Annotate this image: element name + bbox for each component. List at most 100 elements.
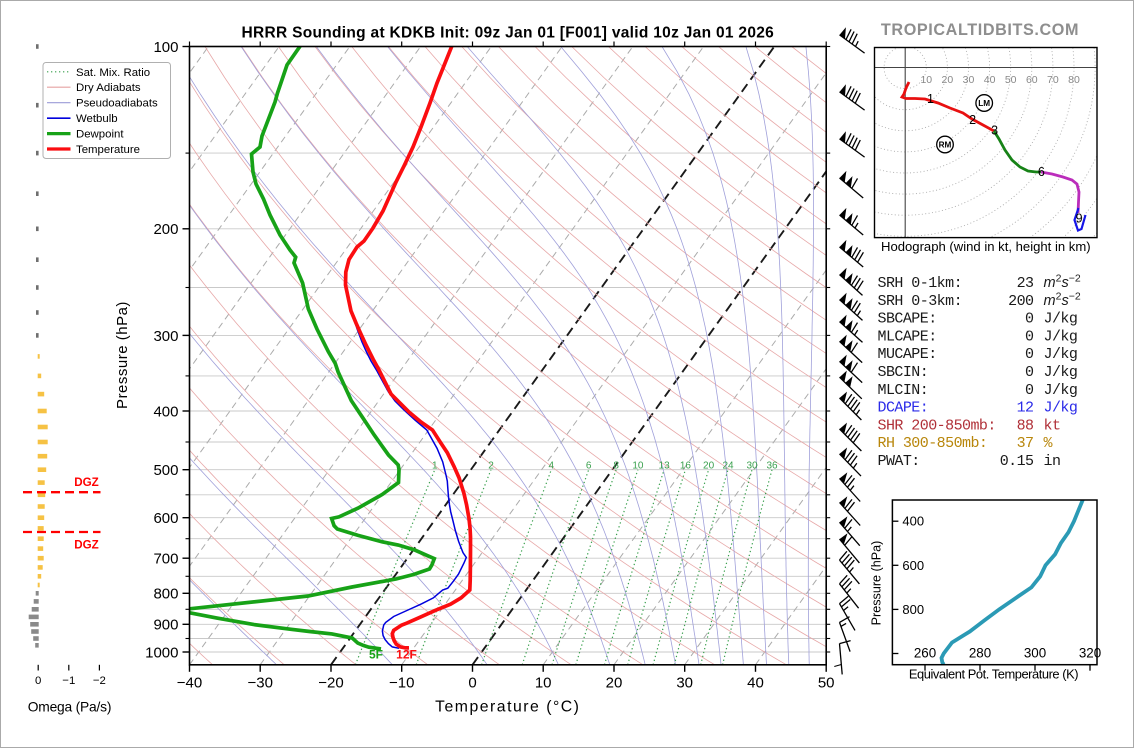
svg-text:30: 30 bbox=[963, 74, 975, 86]
svg-text:−30: −30 bbox=[247, 675, 272, 692]
svg-text:12: 12 bbox=[1017, 400, 1034, 417]
svg-text:−20: −20 bbox=[318, 675, 343, 692]
svg-text:Hodograph (wind in kt, height: Hodograph (wind in kt, height in km) bbox=[881, 239, 1091, 254]
svg-text:40: 40 bbox=[984, 74, 996, 86]
svg-text:60: 60 bbox=[1026, 74, 1038, 86]
svg-text:Pressure (hPa): Pressure (hPa) bbox=[870, 541, 884, 626]
svg-text:RH 300-850mb:: RH 300-850mb: bbox=[878, 435, 988, 452]
svg-text:0: 0 bbox=[1025, 364, 1034, 381]
svg-text:30: 30 bbox=[676, 675, 693, 692]
svg-text:280: 280 bbox=[969, 646, 991, 661]
svg-text:MLCIN:: MLCIN: bbox=[878, 382, 929, 399]
svg-text:%: % bbox=[1044, 435, 1054, 452]
svg-text:8: 8 bbox=[613, 461, 619, 472]
svg-text:5F: 5F bbox=[369, 648, 383, 662]
svg-text:J/kg: J/kg bbox=[1044, 400, 1078, 417]
svg-text:SRH 0-3km:: SRH 0-3km: bbox=[878, 293, 963, 310]
svg-text:DGZ: DGZ bbox=[74, 476, 98, 489]
svg-text:m2s−2: m2s−2 bbox=[1044, 290, 1081, 309]
svg-text:0: 0 bbox=[1025, 311, 1034, 328]
svg-text:0: 0 bbox=[1025, 382, 1034, 399]
svg-text:6: 6 bbox=[1038, 165, 1045, 179]
svg-text:Temperature: Temperature bbox=[76, 144, 140, 156]
svg-text:PWAT:: PWAT: bbox=[878, 453, 920, 470]
svg-text:MUCAPE:: MUCAPE: bbox=[878, 346, 937, 363]
svg-text:Equivalent Pot. Temperature (K: Equivalent Pot. Temperature (K) bbox=[909, 667, 1078, 682]
svg-text:50: 50 bbox=[1005, 74, 1017, 86]
svg-text:SBCAPE:: SBCAPE: bbox=[878, 311, 937, 328]
svg-text:36: 36 bbox=[766, 461, 778, 472]
svg-text:0.15: 0.15 bbox=[1000, 453, 1034, 470]
svg-text:Dewpoint: Dewpoint bbox=[76, 129, 124, 141]
svg-text:J/kg: J/kg bbox=[1044, 311, 1078, 328]
svg-text:300: 300 bbox=[1024, 646, 1046, 661]
svg-text:10: 10 bbox=[535, 675, 552, 692]
svg-text:Pseudoadiabats: Pseudoadiabats bbox=[76, 98, 158, 110]
svg-text:−10: −10 bbox=[389, 675, 414, 692]
svg-text:SHR 200-850mb:: SHR 200-850mb: bbox=[878, 417, 996, 434]
svg-text:88: 88 bbox=[1017, 417, 1034, 434]
svg-text:800: 800 bbox=[902, 602, 924, 617]
svg-text:3: 3 bbox=[991, 124, 998, 138]
svg-text:20: 20 bbox=[606, 675, 623, 692]
svg-text:SBCIN:: SBCIN: bbox=[878, 364, 929, 381]
svg-text:J/kg: J/kg bbox=[1044, 364, 1078, 381]
svg-text:10: 10 bbox=[920, 74, 932, 86]
svg-text:600: 600 bbox=[153, 510, 178, 527]
svg-text:500: 500 bbox=[153, 462, 178, 479]
svg-text:1: 1 bbox=[927, 92, 934, 106]
svg-text:RM: RM bbox=[939, 141, 952, 150]
svg-text:−40: −40 bbox=[177, 675, 202, 692]
svg-text:23: 23 bbox=[1017, 275, 1034, 292]
svg-text:Temperature (°C): Temperature (°C) bbox=[435, 699, 580, 716]
svg-text:0: 0 bbox=[468, 675, 476, 692]
svg-text:20: 20 bbox=[703, 461, 715, 472]
svg-text:−2: −2 bbox=[93, 675, 106, 687]
svg-text:80: 80 bbox=[1068, 74, 1080, 86]
svg-text:40: 40 bbox=[747, 675, 764, 692]
svg-text:13: 13 bbox=[659, 461, 671, 472]
svg-text:LM: LM bbox=[978, 99, 990, 108]
svg-text:4: 4 bbox=[549, 461, 555, 472]
svg-text:in: in bbox=[1044, 453, 1061, 470]
svg-text:800: 800 bbox=[153, 586, 178, 603]
svg-text:300: 300 bbox=[153, 328, 178, 345]
svg-text:Wetbulb: Wetbulb bbox=[76, 113, 118, 125]
svg-text:1: 1 bbox=[432, 461, 438, 472]
svg-text:200: 200 bbox=[1008, 293, 1034, 310]
svg-text:2: 2 bbox=[969, 113, 976, 127]
svg-text:J/kg: J/kg bbox=[1044, 328, 1078, 345]
svg-text:Dry Adiabats: Dry Adiabats bbox=[76, 82, 141, 94]
svg-text:400: 400 bbox=[153, 403, 178, 420]
svg-text:50: 50 bbox=[818, 675, 835, 692]
svg-text:260: 260 bbox=[914, 646, 936, 661]
svg-text:0: 0 bbox=[1025, 328, 1034, 345]
svg-text:30: 30 bbox=[746, 461, 758, 472]
svg-text:9: 9 bbox=[1076, 212, 1083, 226]
svg-text:10: 10 bbox=[632, 461, 644, 472]
svg-text:TROPICALTIDBITS.COM: TROPICALTIDBITS.COM bbox=[881, 21, 1079, 39]
svg-text:12F: 12F bbox=[396, 648, 417, 662]
svg-text:2: 2 bbox=[488, 461, 494, 472]
svg-text:600: 600 bbox=[902, 558, 924, 573]
svg-text:Pressure (hPa): Pressure (hPa) bbox=[114, 301, 131, 409]
svg-text:DCAPE:: DCAPE: bbox=[878, 400, 929, 417]
svg-text:0: 0 bbox=[1025, 346, 1034, 363]
svg-text:900: 900 bbox=[153, 617, 178, 634]
svg-text:700: 700 bbox=[153, 551, 178, 568]
svg-text:DGZ: DGZ bbox=[74, 539, 98, 552]
svg-text:20: 20 bbox=[942, 74, 954, 86]
svg-text:37: 37 bbox=[1017, 435, 1034, 452]
svg-text:Omega (Pa/s): Omega (Pa/s) bbox=[28, 700, 111, 715]
svg-text:24: 24 bbox=[722, 461, 734, 472]
svg-text:HRRR Sounding at KDKB Init: 09: HRRR Sounding at KDKB Init: 09z Jan 01 [… bbox=[241, 25, 774, 42]
svg-text:400: 400 bbox=[902, 514, 924, 529]
svg-text:200: 200 bbox=[153, 221, 178, 238]
svg-text:J/kg: J/kg bbox=[1044, 382, 1078, 399]
svg-text:320: 320 bbox=[1079, 646, 1101, 661]
svg-text:16: 16 bbox=[680, 461, 692, 472]
svg-text:kt: kt bbox=[1044, 417, 1061, 434]
svg-text:m2s−2: m2s−2 bbox=[1044, 273, 1081, 292]
svg-text:J/kg: J/kg bbox=[1044, 346, 1078, 363]
svg-text:SRH 0-1km:: SRH 0-1km: bbox=[878, 275, 963, 292]
